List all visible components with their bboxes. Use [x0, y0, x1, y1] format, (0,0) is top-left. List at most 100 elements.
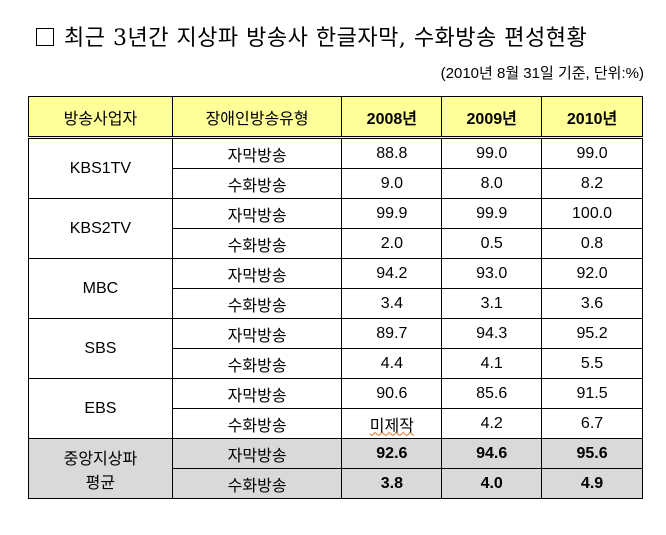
broadcaster-cell: EBS	[28, 378, 173, 439]
type-cell: 수화방송	[171, 228, 343, 259]
value-cell: 99.9	[341, 198, 443, 229]
value-text: 0.8	[580, 234, 604, 252]
value-cell: 미제작	[341, 408, 443, 439]
value-cell: 94.3	[441, 318, 543, 349]
value-cell: 90.6	[341, 378, 443, 409]
value-cell: 99.0	[441, 137, 543, 169]
average-value-cell: 3.8	[341, 468, 443, 499]
type-cell: 수화방송	[171, 408, 343, 439]
value-text: 99.0	[476, 144, 508, 162]
value-cell: 5.5	[541, 348, 643, 379]
table-row: MBC 자막방송 94.2 93.0 92.0	[28, 258, 643, 319]
value-text: 92.0	[576, 264, 608, 282]
table-row: KBS1TV 자막방송 88.8 99.0 99.0	[28, 137, 643, 199]
value-text: 미제작	[369, 417, 414, 435]
table-row: EBS 자막방송 90.6 85.6 91.5	[28, 378, 643, 439]
value-cell: 95.2	[541, 318, 643, 349]
table-row: 수화방송 미제작 4.2 6.7	[29, 408, 643, 439]
value-text: 4.1	[480, 354, 503, 372]
value-text: 88.8	[376, 144, 408, 162]
type-cell: 수화방송	[171, 348, 343, 379]
value-cell: 99.0	[541, 137, 643, 169]
value-cell: 9.0	[341, 168, 443, 199]
value-cell: 3.6	[541, 288, 643, 319]
value-cell: 6.7	[541, 408, 643, 439]
header-2008: 2008년	[341, 96, 443, 139]
broadcaster-cell: KBS1TV	[28, 137, 173, 199]
value-text: 89.7	[376, 324, 408, 342]
table-row: 수화방송 9.0 8.0 8.2	[29, 168, 643, 199]
value-text: 9.0	[380, 174, 403, 192]
value-text: 100.0	[572, 204, 613, 222]
document-title: 최근 3년간 지상파 방송사 한글자막, 수화방송 편성현황	[36, 20, 587, 52]
type-cell: 자막방송	[171, 137, 343, 169]
value-text: 94.2	[376, 264, 408, 282]
value-cell: 0.8	[541, 228, 643, 259]
value-text: 3.4	[380, 294, 403, 312]
value-cell: 99.9	[441, 198, 543, 229]
table-row: 수화방송 3.4 3.1 3.6	[29, 288, 643, 319]
broadcaster-cell: SBS	[28, 318, 173, 379]
value-cell: 2.0	[341, 228, 443, 259]
title-text: 최근 3년간 지상파 방송사 한글자막, 수화방송 편성현황	[64, 26, 588, 51]
average-value-cell: 4.9	[541, 468, 643, 499]
average-value-cell: 4.0	[441, 468, 543, 499]
value-cell: 3.4	[341, 288, 443, 319]
value-cell: 89.7	[341, 318, 443, 349]
value-cell: 93.0	[441, 258, 543, 289]
value-cell: 3.1	[441, 288, 543, 319]
average-label-line1: 중앙지상파	[63, 450, 138, 468]
type-cell: 수화방송	[171, 168, 343, 199]
value-cell: 0.5	[441, 228, 543, 259]
value-text: 4.4	[380, 354, 403, 372]
value-cell: 8.0	[441, 168, 543, 199]
value-text: 6.7	[580, 414, 604, 432]
type-cell: 수화방송	[171, 288, 343, 319]
value-cell: 8.2	[541, 168, 643, 199]
value-text: 4.2	[480, 414, 503, 432]
value-text: 3.1	[480, 294, 503, 312]
value-text: 8.0	[480, 174, 503, 192]
checkbox-bullet-icon	[36, 28, 54, 46]
value-cell: 91.5	[541, 378, 643, 409]
header-row: 방송사업자 장애인방송유형 2008년 2009년 2010년	[28, 96, 643, 139]
value-cell: 92.0	[541, 258, 643, 289]
value-text: 95.2	[576, 324, 608, 342]
average-value-cell: 92.6	[341, 438, 443, 469]
table-row: 수화방송 2.0 0.5 0.8	[29, 228, 643, 259]
average-row: 중앙지상파 평균 자막방송 92.6 94.6 95.6	[28, 438, 643, 499]
value-text: 99.0	[576, 144, 608, 162]
average-value-cell: 94.6	[441, 438, 543, 469]
value-text: 8.2	[580, 174, 604, 192]
table-row: 수화방송 4.4 4.1 5.5	[29, 348, 643, 379]
value-cell: 88.8	[341, 137, 443, 169]
value-cell: 4.1	[441, 348, 543, 379]
average-label-line2: 평균	[85, 474, 116, 492]
broadcaster-cell: KBS2TV	[28, 198, 173, 259]
value-cell: 85.6	[441, 378, 543, 409]
type-cell: 자막방송	[171, 198, 343, 229]
type-cell: 자막방송	[171, 318, 343, 349]
value-cell: 94.2	[341, 258, 443, 289]
broadcaster-cell: MBC	[28, 258, 173, 319]
value-cell: 100.0	[541, 198, 643, 229]
header-2009: 2009년	[441, 96, 543, 139]
average-value-cell: 95.6	[541, 438, 643, 469]
value-cell: 4.2	[441, 408, 543, 439]
type-cell: 자막방송	[171, 378, 343, 409]
value-text: 0.5	[480, 234, 503, 252]
value-text: 85.6	[476, 384, 508, 402]
type-cell: 자막방송	[171, 438, 343, 469]
average-row: 수화방송 3.8 4.0 4.9	[29, 468, 643, 499]
type-cell: 자막방송	[171, 258, 343, 289]
value-text: 99.9	[476, 204, 508, 222]
value-text: 93.0	[476, 264, 508, 282]
value-text: 3.6	[580, 294, 604, 312]
value-text: 5.5	[580, 354, 604, 372]
value-cell: 4.4	[341, 348, 443, 379]
table-note: (2010년 8월 31일 기준, 단위:%)	[440, 65, 644, 82]
header-2010: 2010년	[541, 96, 643, 139]
header-broadcaster: 방송사업자	[28, 96, 173, 139]
header-type: 장애인방송유형	[171, 96, 343, 139]
